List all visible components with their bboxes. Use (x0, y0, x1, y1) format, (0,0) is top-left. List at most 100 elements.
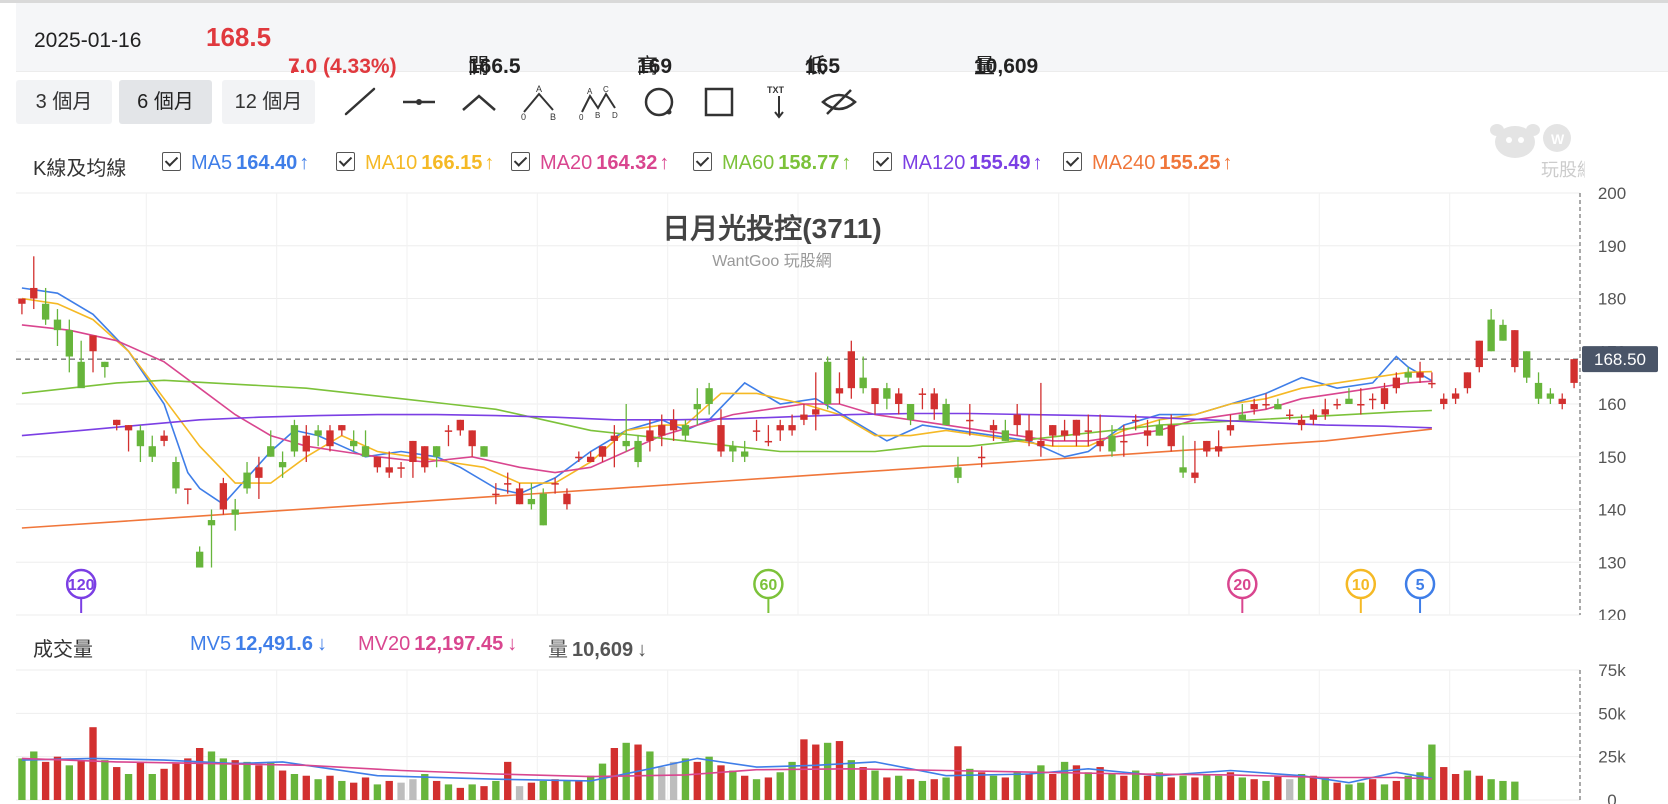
candle-body (1368, 398, 1377, 401)
volume-bar (741, 775, 749, 800)
candle-body (1333, 404, 1341, 406)
price-chart[interactable]: 日月光投控(3711) WantGoo 玩股網 120 130 140 150 160 1… (0, 185, 1668, 620)
quote-volume-label: 量 (974, 55, 995, 78)
volume-bar (729, 770, 737, 800)
volume-bar (622, 742, 630, 800)
candle-body (1238, 414, 1246, 420)
volume-bars (18, 727, 1519, 800)
abc-pattern-tool-icon[interactable]: 0 A B (519, 84, 559, 122)
rectangle-tool-icon[interactable] (699, 84, 739, 120)
volume-bar (776, 772, 784, 800)
volume-bar (1143, 775, 1152, 800)
volume-bar (124, 774, 133, 800)
candle-body (409, 440, 417, 463)
hide-drawings-icon[interactable] (819, 84, 859, 120)
price-grid (16, 192, 1581, 616)
ma20-legend-item[interactable]: MA20 164.32 ↑ (511, 152, 669, 175)
candle-body (1523, 351, 1531, 378)
volume-bar (752, 779, 761, 800)
candle-body (480, 446, 488, 457)
ma240-legend-item[interactable]: MA240 155.25 ↑ (1063, 152, 1233, 175)
volume-chart[interactable]: 0 25k 50k 75k (0, 664, 1668, 804)
volume-tick-label: 50k (1598, 704, 1626, 723)
ma60-legend-item[interactable]: MA60 158.77 ↑ (693, 152, 851, 175)
volume-bar (1451, 774, 1460, 800)
volume-bar (207, 751, 216, 800)
mv20-legend-item: MV20 12,197.45 ↓ (358, 633, 517, 656)
volume-bar (1155, 772, 1164, 800)
volume-bar (1286, 779, 1294, 800)
range-6m-button[interactable]: 6 個月 (119, 80, 212, 124)
candle-body (397, 467, 405, 469)
candle-body (1262, 404, 1270, 406)
candle-body (1286, 414, 1294, 417)
candle-body (290, 425, 299, 452)
candle-body (53, 319, 62, 331)
marker-label: 120 (68, 577, 95, 594)
candle-body (1475, 340, 1483, 368)
ma10-legend-item[interactable]: MA10 166.15 ↑ (336, 152, 494, 175)
volume-bar (1487, 779, 1495, 800)
range-3m-button[interactable]: 3 個月 (16, 80, 112, 124)
volume-bar (65, 765, 73, 800)
ma5-legend-item[interactable]: MA5 164.40 ↑ (162, 152, 309, 175)
candle-body (89, 335, 97, 352)
marker-circle (1404, 568, 1436, 600)
ma120-marker: 120 (65, 568, 97, 613)
volume-bar (1179, 775, 1187, 800)
svg-text:A: A (536, 84, 542, 94)
candle-body (1072, 419, 1081, 436)
candle-body (1380, 388, 1389, 404)
candle-body (373, 456, 382, 468)
ma20-value: 164.32 (596, 152, 658, 174)
volume-bar (634, 744, 642, 800)
candle-body (788, 425, 796, 431)
candle-body (800, 414, 808, 420)
svg-text:0: 0 (579, 113, 584, 120)
ma120-legend-item[interactable]: MA120 155.49 ↑ (873, 152, 1043, 175)
volume-bar (1049, 774, 1057, 800)
chart-subtitle: WantGoo 玩股網 (712, 252, 831, 270)
volume-bar (361, 777, 370, 800)
candle-body (681, 425, 690, 436)
volume-bar (1475, 775, 1483, 800)
volume-bar (267, 761, 275, 800)
ma10-checkbox[interactable] (336, 152, 355, 171)
ma120-checkbox[interactable] (873, 152, 892, 171)
candle-body (1096, 440, 1104, 447)
candle-body (338, 425, 346, 431)
candle-body (930, 393, 938, 410)
horizontal-line-tool-icon[interactable] (399, 84, 439, 120)
top-border (0, 0, 1668, 3)
candle-body (1570, 359, 1578, 383)
ma5-checkbox[interactable] (162, 152, 181, 171)
volume-bar (906, 779, 915, 800)
volume-bar (847, 760, 855, 800)
volume-bar (30, 751, 38, 800)
volume-bar (231, 760, 239, 800)
price-tick-label: 140 (1598, 501, 1626, 520)
circle-tool-icon[interactable] (639, 84, 679, 120)
candle-body (172, 462, 180, 489)
candle-body (835, 388, 844, 394)
candle-body (1357, 404, 1365, 406)
volume-tick-label: 75k (1598, 664, 1626, 680)
ma60-checkbox[interactable] (693, 152, 712, 171)
candle-body (1392, 377, 1401, 389)
candle-body (1049, 425, 1057, 436)
ma240-checkbox[interactable] (1063, 152, 1082, 171)
volume-bar (160, 768, 168, 800)
candle-body (1487, 319, 1495, 352)
volume-bar (1167, 777, 1175, 800)
volume-bar (575, 780, 583, 800)
candle-body (136, 430, 145, 447)
line-tool-icon[interactable] (340, 84, 380, 120)
angle-tool-icon[interactable] (459, 84, 499, 120)
candle-body (1001, 430, 1010, 441)
xabcd-pattern-tool-icon[interactable]: 0 A B C D (579, 84, 619, 122)
candle-body (954, 467, 962, 478)
candle-body (1226, 425, 1235, 431)
text-annotation-tool-icon[interactable]: TXT (759, 84, 799, 120)
range-12m-button[interactable]: 12 個月 (222, 80, 315, 124)
ma20-checkbox[interactable] (511, 152, 530, 171)
